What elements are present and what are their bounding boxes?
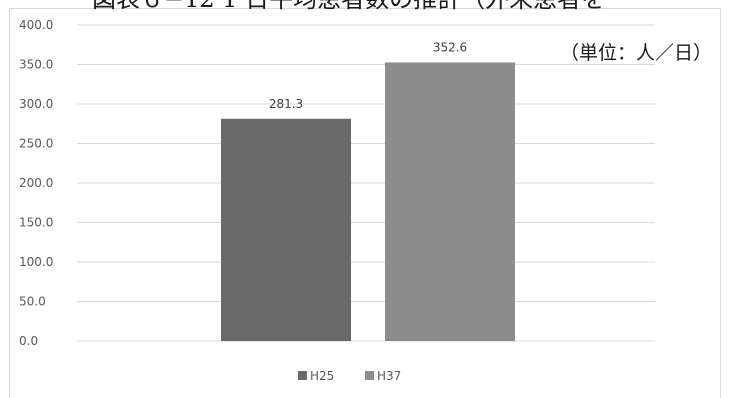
y-tick-label: 300.0 (19, 97, 53, 111)
y-tick-label: 100.0 (19, 255, 53, 269)
legend-label-h37: H37 (377, 369, 401, 383)
y-tick-label: 250.0 (19, 137, 53, 151)
y-tick-label: 350.0 (19, 58, 53, 72)
data-label: 281.3 (269, 97, 303, 111)
y-tick-label: 50.0 (19, 295, 46, 309)
legend-label-h25: H25 (310, 369, 334, 383)
legend-swatch-h25 (298, 371, 307, 380)
data-label: 352.6 (433, 40, 467, 54)
y-tick-label: 0.0 (19, 334, 38, 348)
y-tick-label: 200.0 (19, 176, 53, 190)
bar-h25 (221, 118, 351, 341)
page-heading: 図表６−12 1 日平均患者数の推計（外来患者を (92, 0, 605, 11)
chart-area-frame (9, 8, 721, 398)
y-tick-label: 150.0 (19, 216, 53, 230)
unit-label: （単位：人／日） (560, 42, 713, 64)
y-tick-label: 400.0 (19, 18, 53, 32)
legend-swatch-h37 (365, 371, 374, 380)
bar-h37 (385, 62, 515, 342)
